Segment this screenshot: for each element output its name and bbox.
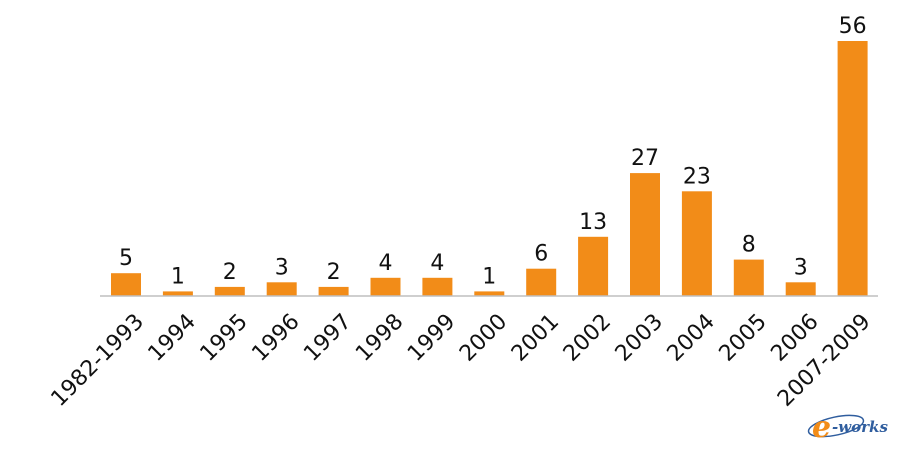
bar-2002 xyxy=(578,236,609,296)
e-works-logo: e -works xyxy=(807,410,888,445)
bar-1999 xyxy=(422,277,453,296)
bar-2007-2009 xyxy=(837,41,868,296)
value-label-1982-1993: 5 xyxy=(119,246,133,271)
bar-1995 xyxy=(214,286,245,296)
bar-2003 xyxy=(630,173,660,296)
value-label-2003: 27 xyxy=(631,146,659,171)
tick-label-1982-1993: 1982-1993 xyxy=(47,309,149,411)
bar-1997 xyxy=(318,286,349,296)
tick-label-1994: 1994 xyxy=(144,309,201,366)
tick-label-1996: 1996 xyxy=(247,309,304,366)
value-label-1999: 4 xyxy=(430,251,444,276)
value-label-1998: 4 xyxy=(379,251,393,276)
value-label-2006: 3 xyxy=(794,255,808,280)
bar-1998 xyxy=(370,277,401,296)
bar-1996 xyxy=(266,282,297,296)
bar-2004 xyxy=(681,191,712,296)
bar-2005 xyxy=(733,259,764,296)
bars-group xyxy=(111,41,868,296)
tick-label-2000: 2000 xyxy=(455,309,512,366)
tick-label-2003: 2003 xyxy=(611,309,668,366)
value-label-2002: 13 xyxy=(579,210,607,235)
value-label-1996: 3 xyxy=(275,255,289,280)
bar-1982-1993 xyxy=(111,273,141,296)
tick-label-2004: 2004 xyxy=(663,309,720,366)
bar-2006 xyxy=(785,282,816,296)
value-label-2000: 1 xyxy=(482,264,496,289)
tick-label-2001: 2001 xyxy=(507,309,564,366)
tick-label-1999: 1999 xyxy=(403,309,460,366)
tick-label-1998: 1998 xyxy=(351,309,408,366)
value-label-1994: 1 xyxy=(171,264,185,289)
value-label-2007-2009: 56 xyxy=(839,14,867,39)
bar-1994 xyxy=(162,291,193,296)
value-label-2004: 23 xyxy=(683,164,711,189)
value-label-1997: 2 xyxy=(327,260,341,285)
value-label-2001: 6 xyxy=(534,242,548,267)
value-label-1995: 2 xyxy=(223,260,237,285)
tick-label-2005: 2005 xyxy=(715,309,772,366)
bar-2000 xyxy=(474,291,505,296)
value-label-2005: 8 xyxy=(742,233,756,258)
tick-label-1997: 1997 xyxy=(299,309,356,366)
tick-labels-group: 1982-19931994199519961997199819992000200… xyxy=(47,309,876,411)
svg-text:e: e xyxy=(812,410,831,445)
bar-2001 xyxy=(526,268,557,296)
svg-text:-works: -works xyxy=(832,418,888,436)
tick-label-1995: 1995 xyxy=(196,309,253,366)
tick-label-2002: 2002 xyxy=(559,309,616,366)
